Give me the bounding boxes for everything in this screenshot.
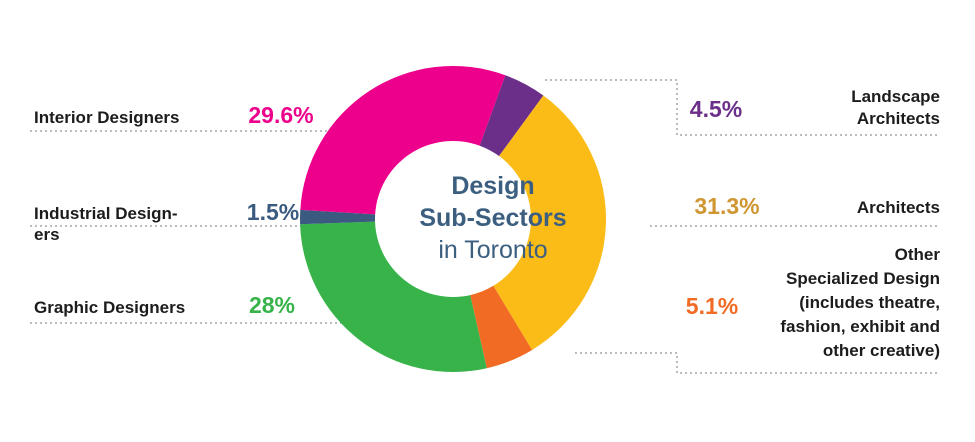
label-line: Other: [895, 245, 941, 264]
labels-group: 4.5% Landscape Architects 31.3% Architects 5.…: [34, 87, 940, 360]
percent-industrial-designers: 1.5%: [247, 199, 299, 225]
label-architects: Architects: [857, 198, 940, 217]
percent-graphic-designers: 28%: [249, 292, 295, 318]
label-line: fashion, exhibit and: [780, 317, 940, 336]
label-landscape-architects: Landscape Architects: [851, 87, 940, 128]
label-line: Interior Designers: [34, 108, 180, 127]
slice-graphic-designers: [300, 221, 487, 372]
slice-landscape-architects: [479, 75, 544, 157]
label-graphic-designers: Graphic Designers: [34, 298, 185, 317]
percent-interior-designers: 29.6%: [248, 102, 313, 128]
label-line: ers: [34, 225, 60, 244]
label-line: Specialized Design: [786, 269, 940, 288]
slices-group: [300, 65, 606, 372]
percent-landscape-architects: 4.5%: [690, 96, 742, 122]
center-title-line1: Design: [451, 172, 534, 200]
label-line: Landscape: [851, 87, 940, 106]
label-line: other creative): [823, 341, 940, 360]
slice-architects: [493, 95, 606, 350]
percent-architects: 31.3%: [694, 193, 759, 219]
leader-other: [575, 352, 940, 374]
leader-landscape: [545, 79, 940, 136]
label-other-specialized-design: Other Specialized Design (includes theatre…: [780, 245, 940, 360]
slice-other-specialized-design-includes-theatre-fashion-exhibit-and-other-creative: [470, 285, 533, 369]
slice-interior-designers: [300, 65, 506, 215]
label-interior-designers: Interior Designers: [34, 108, 180, 127]
inner-glow-ring: [384, 150, 522, 288]
label-line: Architects: [857, 198, 940, 217]
label-line: Architects: [857, 109, 940, 128]
center-label: Design Sub-Sectors in Toronto: [419, 172, 566, 264]
center-title-line2: Sub-Sectors: [419, 204, 566, 232]
label-line: Graphic Designers: [34, 298, 185, 317]
label-line: Industrial Design-: [34, 204, 178, 223]
label-industrial-designers: Industrial Design-ers: [34, 204, 178, 244]
center-subtitle: in Toronto: [438, 236, 547, 264]
slice-industrial-design-ers: [300, 209, 376, 225]
label-line: (includes theatre,: [799, 293, 940, 312]
percent-other-specialized-design: 5.1%: [686, 293, 738, 319]
